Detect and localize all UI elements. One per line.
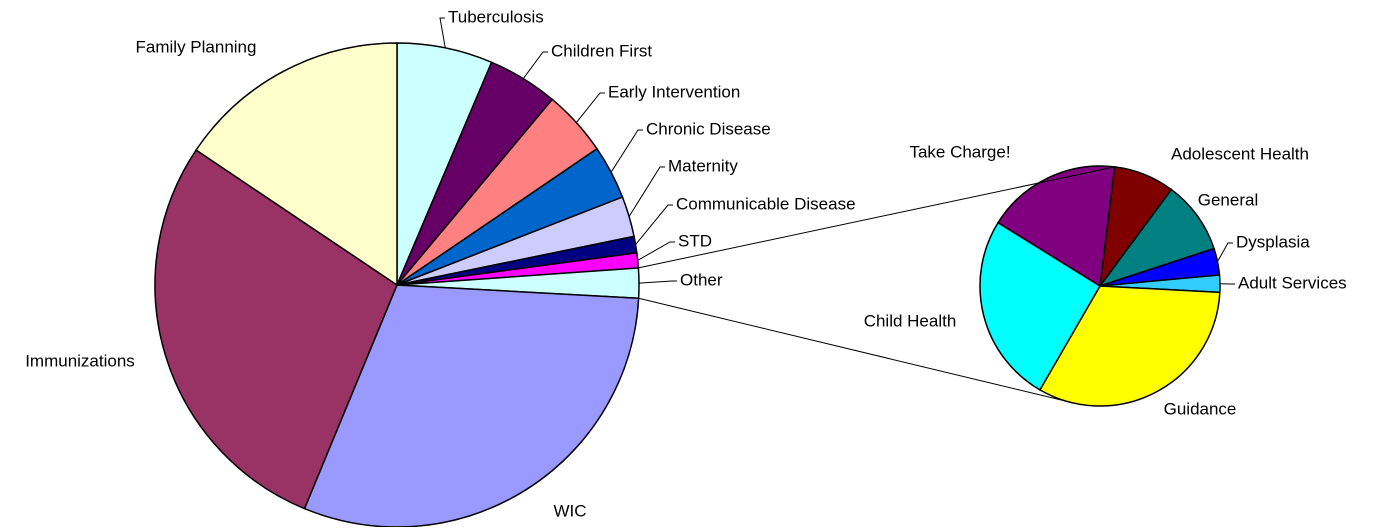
slice-label: Family Planning	[136, 37, 257, 56]
slice-label: Chronic Disease	[646, 119, 771, 138]
slice-label: General	[1198, 190, 1258, 209]
slice-label: Child Health	[864, 311, 957, 330]
slice-label: Guidance	[1164, 399, 1237, 418]
slice-label: Early Intervention	[608, 82, 740, 101]
slice-label: Adult Services	[1238, 273, 1347, 292]
slice-label: Tuberculosis	[448, 7, 544, 26]
leader-line	[576, 93, 605, 123]
leader-line	[638, 242, 675, 260]
leader-line	[639, 281, 677, 283]
slice-label: Take Charge!	[909, 142, 1010, 161]
leader-line	[629, 167, 665, 216]
slice-label: STD	[678, 231, 712, 250]
slice-label: WIC	[553, 501, 586, 520]
slice-label: Adolescent Health	[1171, 144, 1309, 163]
leader-line	[611, 130, 643, 172]
slice-label: Other	[680, 270, 723, 289]
leader-line	[523, 52, 548, 79]
slice-label: Maternity	[668, 156, 738, 175]
slice-label: Dysplasia	[1236, 232, 1310, 251]
slice-label: Children First	[551, 41, 652, 60]
slice-label: Immunizations	[25, 351, 135, 370]
slice-label: Communicable Disease	[676, 194, 856, 213]
leader-line	[636, 205, 673, 245]
leader-line	[1217, 243, 1233, 262]
leader-line	[440, 18, 445, 48]
